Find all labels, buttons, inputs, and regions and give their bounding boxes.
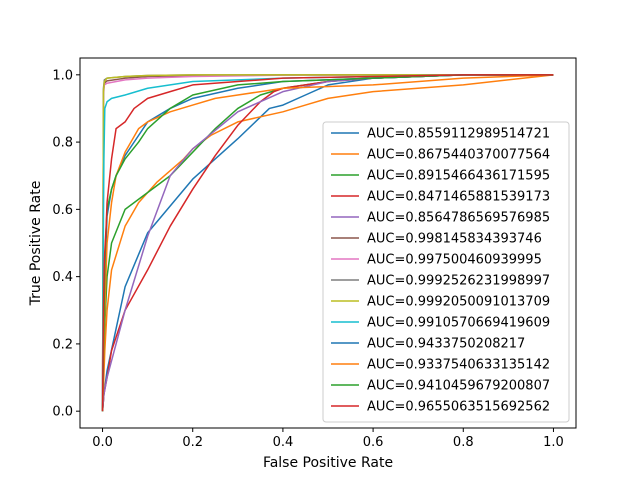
x-tick-label: 0.2: [182, 435, 203, 450]
legend-label-10: AUC=0.9910570669419609: [367, 316, 550, 331]
legend-label-3: AUC=0.8915466436171595: [367, 169, 550, 184]
legend-label-14: AUC=0.9655063515692562: [367, 400, 550, 415]
legend-label-8: AUC=0.9992526231998997: [367, 274, 550, 289]
y-tick-label: 0.6: [52, 203, 73, 218]
legend-label-4: AUC=0.8471465881539173: [367, 190, 550, 205]
plot-area: [101, 74, 554, 412]
y-tick-label: 1.0: [52, 68, 73, 83]
legend-label-5: AUC=0.8564786569576985: [367, 211, 550, 226]
x-axis: 0.0 0.2 0.4 0.6 0.8 1.0: [92, 428, 564, 450]
y-tick-label: 0.2: [52, 337, 73, 352]
legend: AUC=0.8559112989514721 AUC=0.867544037007…: [322, 121, 570, 423]
legend-label-11: AUC=0.9433750208217: [367, 337, 525, 352]
y-axis-label: True Positive Rate: [28, 181, 44, 307]
legend-label-6: AUC=0.998145834393746: [367, 232, 542, 247]
y-tick-label: 0.4: [52, 270, 73, 285]
series-line-14: [101, 74, 554, 412]
series-line-9: [101, 74, 554, 412]
x-tick-label: 0.6: [363, 435, 384, 450]
y-axis: 0.0 0.2 0.4 0.6 0.8 1.0: [52, 68, 80, 420]
legend-box: [322, 121, 570, 423]
y-tick-label: 0.0: [52, 405, 73, 420]
x-axis-label: False Positive Rate: [263, 455, 393, 471]
legend-label-12: AUC=0.9337540633135142: [367, 358, 550, 373]
axes-frame: [79, 57, 577, 429]
x-tick-label: 0.8: [453, 435, 474, 450]
legend-label-2: AUC=0.8675440370077564: [367, 148, 550, 163]
legend-label-7: AUC=0.997500460939995: [367, 253, 542, 268]
series-line-12: [101, 74, 554, 412]
legend-label-13: AUC=0.9410459679200807: [367, 379, 550, 394]
x-tick-label: 0.4: [273, 435, 294, 450]
x-tick-label: 1.0: [543, 435, 564, 450]
legend-label-1: AUC=0.8559112989514721: [367, 127, 550, 142]
legend-label-9: AUC=0.9992050091013709: [367, 295, 550, 310]
x-tick-label: 0.0: [92, 435, 113, 450]
y-tick-label: 0.8: [52, 136, 73, 151]
